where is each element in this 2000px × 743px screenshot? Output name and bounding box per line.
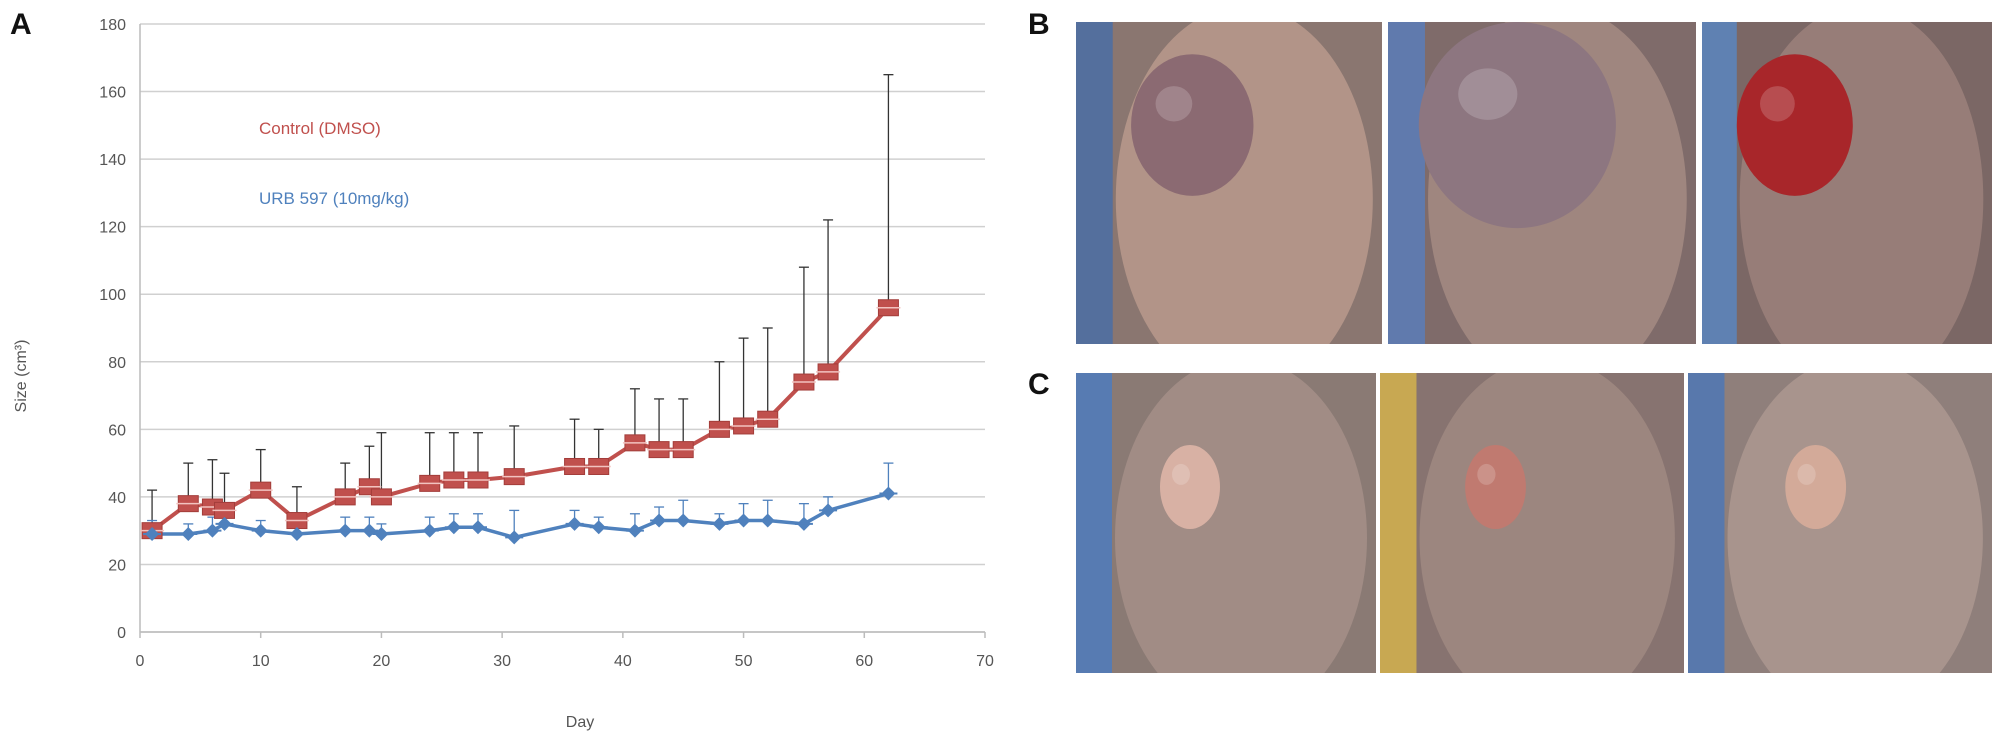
y-tick-label-80: 80 <box>108 355 126 372</box>
panel-label-b: B <box>1028 8 1050 41</box>
tumor-mass <box>1785 445 1847 529</box>
glove-strip <box>1380 373 1417 673</box>
photo-b-1-image <box>1076 22 1382 344</box>
x-axis-title: Day <box>566 714 594 731</box>
y-tick-label-180: 180 <box>99 17 126 34</box>
axes <box>139 24 986 638</box>
tumor-mass <box>1160 445 1220 529</box>
photo-b-3-image <box>1702 22 1992 344</box>
x-tick-label-70: 70 <box>976 653 994 670</box>
x-tick-label-50: 50 <box>735 653 753 670</box>
photo-b-2 <box>1388 22 1696 344</box>
grid-lines <box>140 23 985 633</box>
axis-labels: 0 20 40 60 80 100 120 140 160 180 0 10 20 30 40 50 60 70 <box>99 17 994 670</box>
tumor-highlight <box>1797 463 1816 485</box>
photo-b-1 <box>1076 22 1382 344</box>
y-axis-title: Size (cm³) <box>13 340 30 413</box>
tumor-mass <box>1465 445 1526 529</box>
y-tick-label-20: 20 <box>108 557 126 574</box>
skin-region <box>1727 373 1983 673</box>
glove-strip <box>1388 22 1425 344</box>
skin-region <box>1115 373 1367 673</box>
x-tick-label-30: 30 <box>493 653 511 670</box>
photo-c-3-image <box>1688 373 1992 673</box>
legend-urb597: URB 597 (10mg/kg) <box>259 189 409 208</box>
photo-c-1-image <box>1076 373 1376 673</box>
y-tick-label-160: 160 <box>99 85 126 102</box>
y-tick-label-140: 140 <box>99 152 126 169</box>
glove-strip <box>1076 373 1112 673</box>
tumor-highlight <box>1155 86 1193 122</box>
error-bars <box>147 74 894 538</box>
x-tick-label-20: 20 <box>373 653 391 670</box>
y-tick-label-40: 40 <box>108 490 126 507</box>
tumor-highlight <box>1458 68 1518 120</box>
tumor-highlight <box>1760 86 1795 122</box>
x-tick-label-60: 60 <box>855 653 873 670</box>
glove-strip <box>1702 22 1737 344</box>
y-tick-label-100: 100 <box>99 287 126 304</box>
photo-c-2-image <box>1380 373 1684 673</box>
y-tick-label-60: 60 <box>108 422 126 439</box>
photo-b-2-image <box>1388 22 1696 344</box>
tumor-highlight <box>1477 463 1496 485</box>
tumor-highlight <box>1172 463 1190 485</box>
series-markers <box>140 299 901 545</box>
glove-strip <box>1688 373 1725 673</box>
panel-label-c: C <box>1028 368 1050 401</box>
x-tick-label-10: 10 <box>252 653 270 670</box>
photo-c-2 <box>1380 373 1684 673</box>
y-tick-label-120: 120 <box>99 220 126 237</box>
tumor-mass <box>1736 54 1853 196</box>
x-tick-label-40: 40 <box>614 653 632 670</box>
x-tick-label-0: 0 <box>136 653 145 670</box>
y-tick-label-0: 0 <box>117 625 126 642</box>
tumor-mass <box>1131 54 1254 196</box>
tumor-mass <box>1418 22 1616 229</box>
skin-region <box>1419 373 1675 673</box>
photo-b-3 <box>1702 22 1992 344</box>
glove-strip <box>1076 22 1113 344</box>
panel-label-a: A <box>10 8 32 41</box>
photo-c-3 <box>1688 373 1992 673</box>
legend-control: Control (DMSO) <box>259 119 381 138</box>
photo-c-1 <box>1076 373 1376 673</box>
